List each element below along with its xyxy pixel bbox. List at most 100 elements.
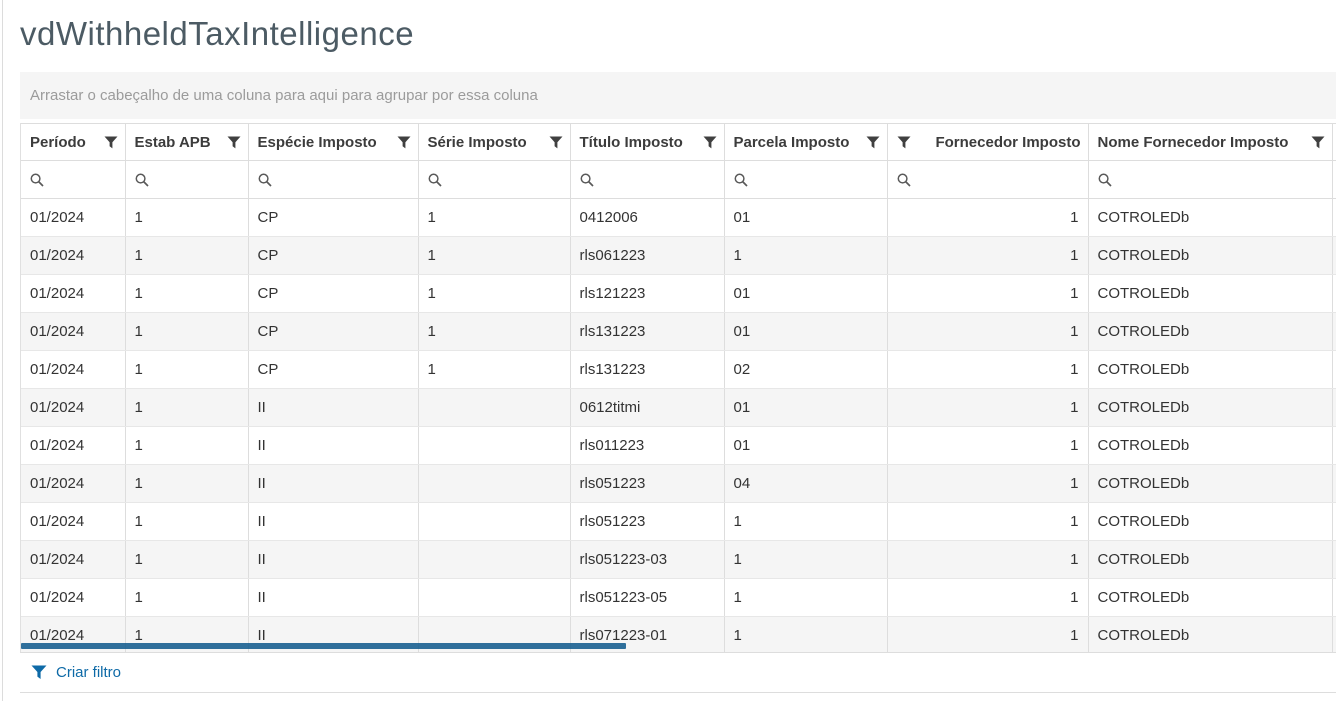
filter-cell[interactable]	[418, 160, 571, 199]
header-filter-icon[interactable]	[866, 136, 880, 149]
table-cell[interactable]: 1	[418, 312, 571, 351]
table-cell[interactable]: 1	[887, 388, 1089, 427]
column-header[interactable]: Nome Fornecedor Imposto	[1088, 123, 1333, 161]
table-cell[interactable]: 01/2024	[21, 236, 126, 275]
filter-cell[interactable]	[21, 160, 126, 199]
table-row[interactable]: 01/2024 1 CP 1 rls131223 02 1 COTROLEDb	[21, 350, 1336, 389]
filter-input[interactable]	[447, 171, 564, 188]
table-cell[interactable]: 1	[887, 464, 1089, 503]
table-row[interactable]: 01/2024 1 II rls051223 1 1 COTROLEDb	[21, 502, 1336, 541]
table-cell[interactable]	[418, 540, 571, 579]
table-cell[interactable]: 1	[887, 540, 1089, 579]
table-cell[interactable]: 1	[125, 198, 249, 237]
table-cell[interactable]	[418, 388, 571, 427]
table-cell[interactable]: 1	[125, 426, 249, 465]
table-cell[interactable]: 1	[887, 502, 1089, 541]
table-row[interactable]: 01/2024 1 II rls051223 04 1 COTROLEDb	[21, 464, 1336, 503]
table-cell[interactable]: 1	[125, 312, 249, 351]
column-header[interactable]: Espécie Imposto	[248, 123, 419, 161]
table-cell[interactable]: COTROLEDb	[1088, 464, 1333, 503]
table-cell[interactable]: 1	[125, 350, 249, 389]
table-cell[interactable]: 01/2024	[21, 426, 126, 465]
table-cell[interactable]: 01	[724, 274, 888, 313]
filter-input[interactable]	[1117, 171, 1326, 188]
table-cell[interactable]: rls051223-03	[570, 540, 725, 579]
header-filter-icon[interactable]	[227, 136, 241, 149]
filter-cell[interactable]	[570, 160, 725, 199]
table-cell[interactable]: COTROLEDb	[1088, 388, 1333, 427]
table-cell[interactable]: rls051223	[570, 464, 725, 503]
table-cell[interactable]: rls061223	[570, 236, 725, 275]
table-row[interactable]: 01/2024 1 II rls051223-05 1 1 COTROLEDb	[21, 578, 1336, 617]
table-cell[interactable]: II	[248, 388, 419, 427]
table-cell[interactable]: 01/2024	[21, 464, 126, 503]
table-cell[interactable]: rls051223	[570, 502, 725, 541]
table-cell[interactable]: 04	[724, 464, 888, 503]
table-cell[interactable]: COTROLEDb	[1088, 198, 1333, 237]
table-cell[interactable]: COTROLEDb	[1088, 312, 1333, 351]
table-cell[interactable]: 01/2024	[21, 502, 126, 541]
filter-cell[interactable]	[887, 160, 1089, 199]
filter-cell[interactable]	[724, 160, 888, 199]
table-row[interactable]: 01/2024 1 CP 1 0412006 01 1 COTROLEDb	[21, 198, 1336, 237]
table-cell[interactable]: 01	[724, 426, 888, 465]
group-by-drop-zone[interactable]: Arrastar o cabeçalho de uma coluna para …	[20, 72, 1336, 119]
table-cell[interactable]: COTROLEDb	[1088, 578, 1333, 617]
table-cell[interactable]: COTROLEDb	[1088, 236, 1333, 275]
table-cell[interactable]: 1	[887, 426, 1089, 465]
table-cell[interactable]: COTROLEDb	[1088, 426, 1333, 465]
table-cell[interactable]: CP	[248, 236, 419, 275]
table-cell[interactable]: 01/2024	[21, 312, 126, 351]
table-cell[interactable]: 01/2024	[21, 350, 126, 389]
table-cell[interactable]: 01/2024	[21, 540, 126, 579]
table-cell[interactable]: 01/2024	[21, 198, 126, 237]
table-cell[interactable]: 01/2024	[21, 274, 126, 313]
column-header[interactable]: Parcela Imposto	[724, 123, 888, 161]
table-row[interactable]: 01/2024 1 CP 1 rls121223 01 1 COTROLEDb	[21, 274, 1336, 313]
table-cell[interactable]: 1	[887, 350, 1089, 389]
table-cell[interactable]: 1	[125, 236, 249, 275]
table-cell[interactable]: 1	[887, 274, 1089, 313]
table-cell[interactable]: 0612titmi	[570, 388, 725, 427]
filter-icon[interactable]	[31, 665, 47, 680]
table-cell[interactable]: 0412006	[570, 198, 725, 237]
table-cell[interactable]: 01	[724, 312, 888, 351]
header-filter-icon[interactable]	[104, 136, 118, 149]
table-row[interactable]: 01/2024 1 II rls051223-03 1 1 COTROLEDb	[21, 540, 1336, 579]
table-cell[interactable]: 1	[887, 236, 1089, 275]
table-cell[interactable]: 02	[724, 350, 888, 389]
filter-input[interactable]	[916, 171, 1082, 188]
header-filter-icon[interactable]	[549, 136, 563, 149]
table-cell[interactable]: 1	[418, 198, 571, 237]
table-cell[interactable]: 01/2024	[21, 578, 126, 617]
filter-input[interactable]	[753, 171, 881, 188]
table-cell[interactable]: rls121223	[570, 274, 725, 313]
table-cell[interactable]: 1	[724, 236, 888, 275]
table-cell[interactable]	[418, 578, 571, 617]
column-header[interactable]: Período	[21, 123, 126, 161]
table-cell[interactable]: 1	[418, 274, 571, 313]
filter-cell[interactable]	[125, 160, 249, 199]
header-filter-icon[interactable]	[703, 136, 717, 149]
table-cell[interactable]: COTROLEDb	[1088, 274, 1333, 313]
header-filter-icon[interactable]	[397, 136, 411, 149]
table-cell[interactable]: II	[248, 578, 419, 617]
table-cell[interactable]: II	[248, 540, 419, 579]
table-cell[interactable]: 1	[418, 350, 571, 389]
table-cell[interactable]: CP	[248, 312, 419, 351]
horizontal-scrollbar-thumb[interactable]	[21, 643, 626, 649]
table-cell[interactable]: 1	[724, 578, 888, 617]
filter-input[interactable]	[154, 171, 242, 188]
column-header[interactable]: Estab APB	[125, 123, 249, 161]
table-cell[interactable]: 1	[724, 616, 888, 652]
table-cell[interactable]: CP	[248, 198, 419, 237]
column-header[interactable]: Título Imposto	[570, 123, 725, 161]
table-cell[interactable]	[418, 502, 571, 541]
table-cell[interactable]: 1	[887, 198, 1089, 237]
table-cell[interactable]: rls131223	[570, 350, 725, 389]
table-cell[interactable]: 1	[887, 616, 1089, 652]
table-cell[interactable]: rls011223	[570, 426, 725, 465]
table-cell[interactable]: 1	[724, 502, 888, 541]
table-cell[interactable]: 1	[125, 540, 249, 579]
table-cell[interactable]: 1	[125, 464, 249, 503]
